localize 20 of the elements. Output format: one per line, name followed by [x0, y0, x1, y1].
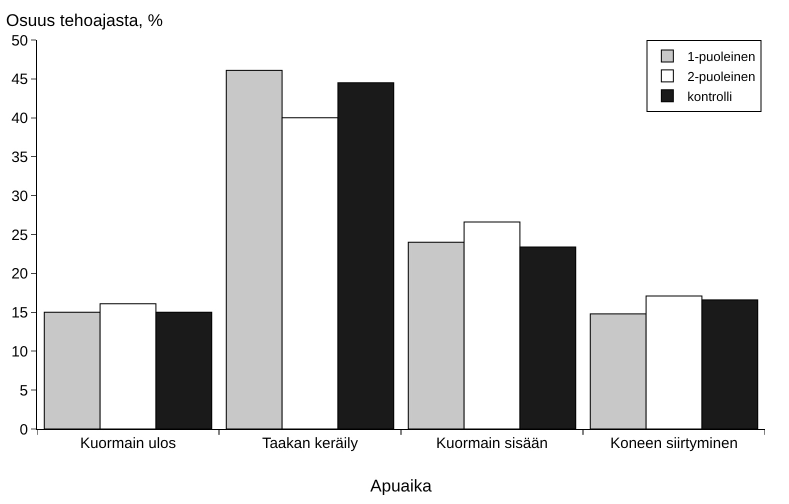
x-tick-label: Kuormain ulos: [80, 435, 176, 452]
y-tick-label: 20: [11, 266, 28, 283]
y-tick-label: 45: [11, 71, 28, 88]
y-tick-label: 0: [20, 421, 28, 438]
y-tick-label: 40: [11, 110, 28, 128]
x-tick-label: Koneen siirtyminen: [610, 435, 738, 452]
y-tick-label: 30: [11, 188, 28, 205]
legend-label: 1-puoleinen: [687, 49, 756, 64]
y-tick-label: 10: [11, 343, 28, 360]
x-axis-title: Apuaika: [370, 476, 432, 496]
y-tick-label: 25: [11, 226, 28, 244]
legend-label: kontrolli: [687, 88, 732, 104]
y-tick-label: 35: [11, 148, 28, 166]
x-tick-label: Kuormain sisään: [436, 435, 548, 452]
y-axis-title: Osuus tehoajasta, %: [6, 11, 163, 30]
x-tick-label: Taakan keräily: [262, 435, 358, 452]
y-tick-label: 5: [20, 382, 28, 400]
y-tick-label: 15: [11, 304, 28, 322]
y-tick-label: 50: [11, 32, 28, 50]
legend-label: 2-puoleinen: [687, 68, 756, 84]
